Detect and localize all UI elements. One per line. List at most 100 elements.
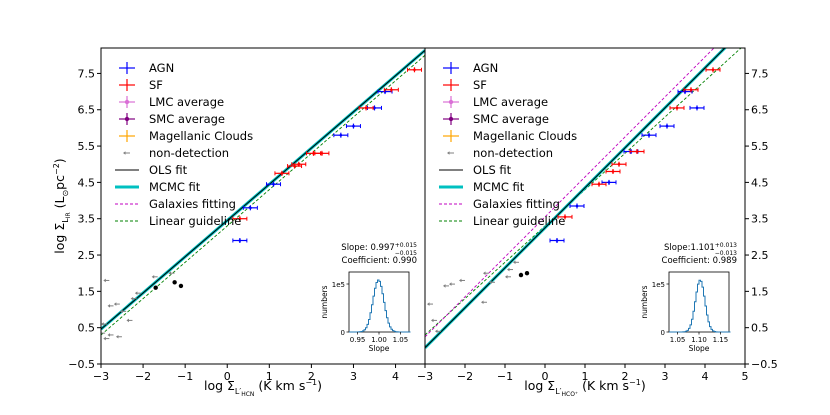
nondet-point-10 (168, 271, 175, 275)
x-tick-label: −1 (497, 370, 513, 383)
x-tick-label: −2 (457, 370, 473, 383)
legend-label: non-detection (473, 146, 553, 160)
nondet-point-13 (103, 336, 110, 341)
nondet-point-7 (120, 309, 127, 314)
inset-slope-minus: −0.015 (395, 250, 417, 257)
sf-point-marker (320, 152, 324, 155)
y-tick-label-right: 2.5 (751, 249, 769, 262)
sf-point-marker (563, 215, 567, 219)
nondet-point-6 (481, 300, 487, 305)
inset-slope-text: Slope: 0.997+0.015 (341, 242, 417, 253)
smc-point-marker (524, 270, 530, 276)
panel-hcop-axes: −3 −2 −1 0 1 2 3 4 5−0.5 0.5 1.5 2.5 3.5 4.5 5.5 6.5 7.5 (417, 67, 778, 383)
nondet-point-12 (101, 322, 108, 326)
agn-point-marker (249, 206, 252, 210)
x-tick-label: 0 (224, 370, 231, 383)
smc-point-0 (524, 270, 530, 276)
sf-point-5 (669, 105, 685, 111)
inset-x-tick-label: 1.05 (670, 336, 686, 344)
nondet-point-4 (107, 333, 114, 337)
sf-point-3 (291, 161, 307, 167)
nondet-arrowhead (103, 278, 106, 283)
legend-item-1: SF (119, 78, 163, 92)
legend-swatch-dot (448, 116, 454, 122)
legend-label: OLS fit (473, 163, 512, 177)
nondet-point-5 (115, 334, 122, 339)
inset-slope-text: Slope:1.101+0.013 (664, 242, 737, 253)
nondet-point-5 (459, 278, 465, 283)
mc-point-12 (446, 334, 460, 346)
y-tick-label-right: 0.5 (751, 322, 769, 335)
sf-point-marker (413, 68, 416, 72)
legend-item-0: AGN (119, 61, 174, 75)
inset-slope-minus: −0.013 (715, 250, 737, 257)
legend-item-0: AGN (443, 61, 498, 75)
x-tick-label: 1 (582, 370, 589, 383)
panel-hcn-ylabel: log ΣLIR (L⊙pc−2) (52, 158, 72, 253)
legend-swatch-arrow (123, 151, 126, 155)
legend-label: LMC average (149, 95, 224, 109)
legend-item-3: SMC average (443, 112, 549, 126)
sf-point-7 (383, 87, 399, 93)
lmc-point-marker (518, 272, 524, 278)
y-tick-label: −0.5 (68, 358, 95, 371)
sf-point-marker (711, 68, 715, 72)
y-tick-label-right: 5.5 (751, 140, 769, 153)
nondet-arrowhead (505, 275, 508, 279)
nondet-arrowhead (443, 284, 446, 288)
mc-point-13 (462, 336, 476, 348)
nondet-arrowhead (107, 333, 111, 337)
legend-item-9: Linear guideline (439, 214, 565, 228)
inset-ylabel: numbers (320, 285, 329, 318)
x-tick-label: 5 (742, 370, 749, 383)
agn-point-3 (333, 132, 349, 138)
sf-point-marker (364, 106, 368, 110)
mc-point-15 (490, 313, 504, 325)
y-tick-label: 1.5 (78, 285, 96, 298)
x-tick-label: 2 (622, 370, 629, 383)
inset-xlabel: Slope (369, 344, 390, 353)
legend-label: AGN (473, 61, 498, 75)
agn-point-marker (575, 204, 579, 208)
agn-point-4 (345, 123, 361, 129)
nondet-point-10 (513, 260, 519, 265)
legend-swatch-dot (448, 99, 454, 105)
nondet-arrowhead (130, 296, 134, 301)
nondet-point-11 (505, 275, 511, 279)
agn-point-1 (569, 203, 585, 209)
legend-item-7: MCMC fit (115, 180, 201, 194)
inset-coefficient-text: Coefficient: 0.989 (662, 256, 737, 266)
mc-point-1 (454, 289, 468, 301)
y-tick-label: 4.5 (78, 176, 96, 189)
legend-label: SMC average (149, 112, 225, 126)
nondet-point-2 (113, 302, 120, 306)
legend-item-7: MCMC fit (439, 180, 525, 194)
nondet-arrowhead (134, 291, 138, 295)
inset-histogram (669, 279, 731, 333)
sf-point-marker (238, 217, 242, 221)
x-tick-label: 2 (308, 370, 315, 383)
agn-point-4 (641, 132, 657, 138)
sf-point-marker (312, 152, 315, 155)
sf-point-8 (406, 67, 422, 73)
nondet-point-11 (151, 275, 158, 279)
legend-label: Linear guideline (149, 214, 241, 228)
agn-point-marker (373, 106, 376, 110)
x-tick-label: −2 (135, 370, 151, 383)
inset-ylabel: numbers (640, 285, 649, 318)
nondet-arrowhead (481, 300, 484, 305)
y-tick-label-right: 4.5 (751, 176, 769, 189)
nondet-point-2 (435, 329, 441, 334)
legend-label: SF (473, 78, 487, 92)
panel-hcn-xlabel: log ΣL′HCN (K km s−1) (204, 378, 322, 398)
sf-point-1 (591, 181, 607, 187)
panel-hcop-xlabel: log ΣL′HCO⁺ (K km s−1) (524, 378, 645, 398)
panel-hcn: −3 −2 −1 0 1 2 3 4−0.50.51.52.53.54.55.56.57.5 … (52, 47, 426, 398)
nondet-arrowhead (489, 280, 492, 285)
legend-label: AGN (149, 61, 174, 75)
legend-swatch-arrow (447, 151, 450, 155)
agn-point-2 (266, 181, 282, 187)
nondet-arrowhead (126, 318, 129, 323)
inset-y-tick-label: 0 (661, 329, 665, 337)
inset-y-tick-label: 1e5 (332, 281, 345, 289)
